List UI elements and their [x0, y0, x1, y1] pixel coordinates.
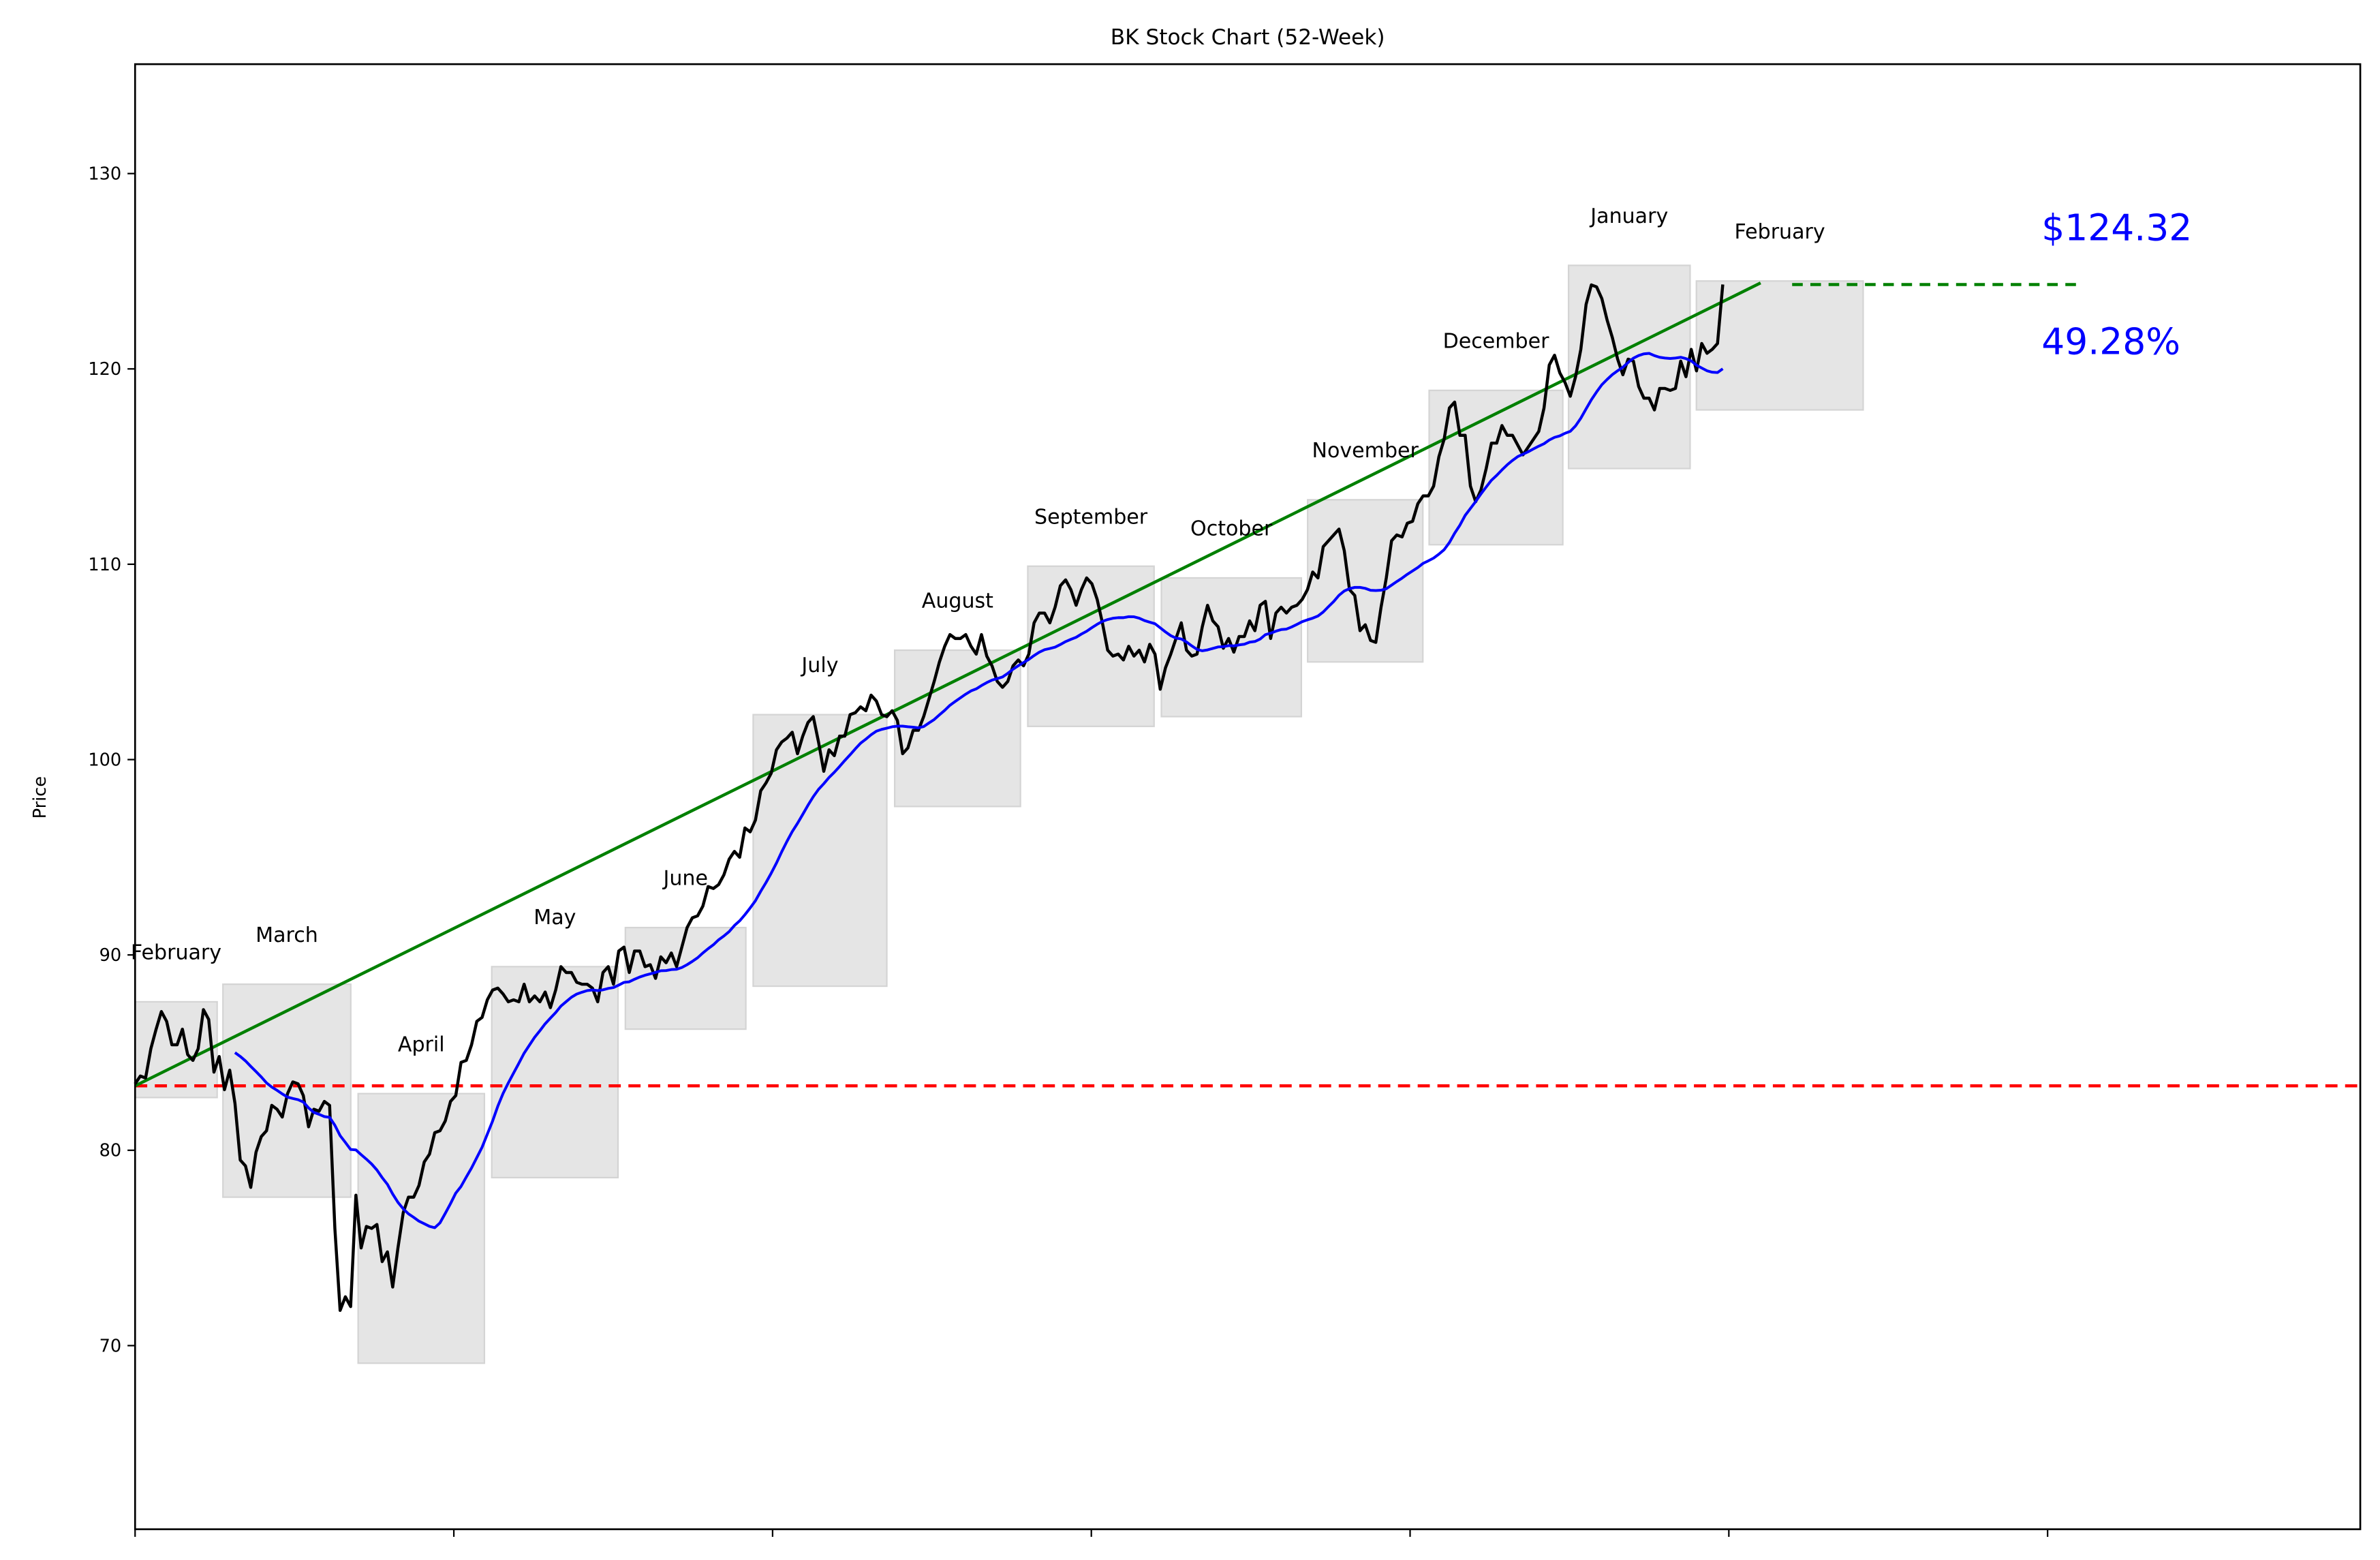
month-label: July: [800, 654, 838, 677]
month-label: January: [1589, 204, 1668, 228]
y-tick-label: 130: [88, 164, 121, 185]
month-box: [222, 983, 352, 1198]
moving-average-line: [234, 352, 1724, 1229]
trend-line: [134, 281, 1761, 1088]
month-labels: February March April May June July August Septe…: [131, 204, 1825, 1056]
month-label: October: [1190, 517, 1273, 541]
month-label: November: [1312, 439, 1419, 463]
plot-frame: [134, 63, 2362, 1531]
month-label: February: [131, 941, 221, 965]
y-axis-label: Price: [30, 776, 50, 819]
month-label: April: [398, 1033, 445, 1056]
month-label: May: [534, 906, 576, 930]
y-tick-label: 110: [88, 555, 121, 575]
change-percent-label: 49.28%: [2041, 320, 2180, 363]
month-box: [1428, 389, 1564, 546]
month-label: September: [1034, 505, 1148, 529]
month-label: June: [662, 867, 707, 891]
month-box: [1567, 264, 1691, 470]
month-box: [1307, 499, 1424, 663]
month-label: March: [256, 923, 318, 947]
series-lines: [134, 281, 2361, 1313]
chart-title: BK Stock Chart (52-Week): [1111, 25, 1385, 50]
y-tick-label: 100: [88, 750, 121, 770]
month-label: December: [1443, 329, 1550, 353]
price-line: [134, 283, 1725, 1313]
month-label: August: [922, 590, 993, 613]
y-tick-label: 90: [99, 945, 122, 966]
month-box: [357, 1092, 486, 1364]
y-tick-label: 120: [88, 359, 121, 380]
y-tick-label: 80: [99, 1141, 122, 1161]
month-label: February: [1734, 220, 1825, 244]
axes: 70 80 90 100 110 120 130: [88, 63, 2362, 1537]
month-box: [624, 926, 747, 1030]
current-price-label: $124.32: [2041, 207, 2192, 249]
y-tick-label: 70: [99, 1336, 122, 1356]
